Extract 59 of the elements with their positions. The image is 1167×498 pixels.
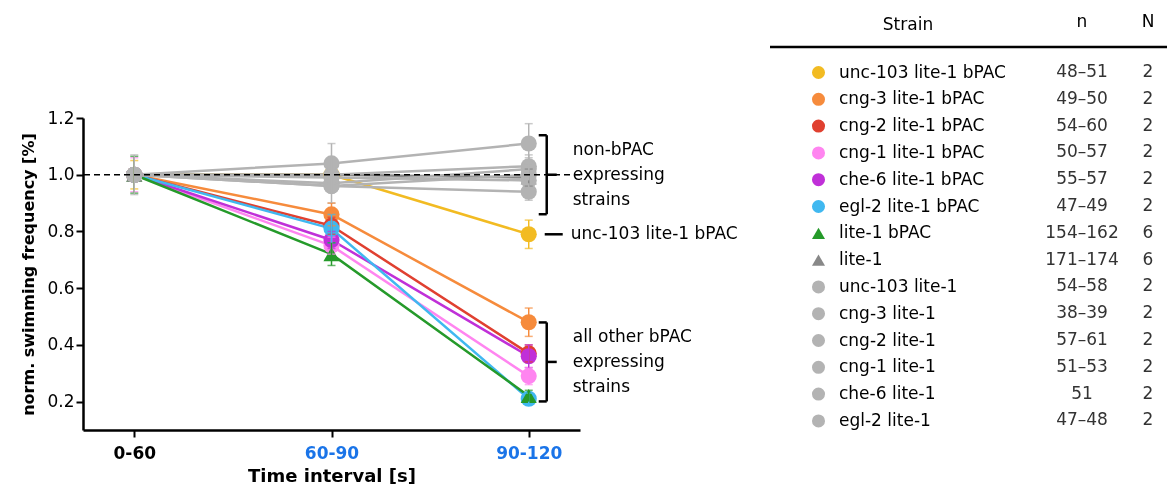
text: n: [1076, 11, 1088, 31]
legend-label: lite-1: [839, 249, 883, 270]
legend-label: egl-2 lite-1 bPAC: [839, 195, 980, 216]
text: 2: [1142, 195, 1154, 215]
text: 54–58: [1056, 275, 1108, 296]
text: 2: [1142, 87, 1154, 108]
legend-label: egl-2 lite-1: [839, 409, 931, 430]
text: 38–39: [1056, 302, 1108, 323]
x-tick-label: 0-60: [113, 442, 157, 463]
legend-title: Strain: [882, 14, 934, 34]
legend-label: lite-1 bPAC: [839, 222, 932, 243]
text: 2: [1142, 61, 1154, 81]
legend-label: cng-3 lite-1 bPAC: [839, 88, 985, 109]
text: 57–61: [1056, 329, 1108, 349]
text: 51–53: [1056, 355, 1108, 376]
legend-label: che-6 lite-1: [839, 383, 936, 404]
text: 55–57: [1056, 168, 1108, 189]
text: 51: [1071, 382, 1093, 403]
y-tick-label: 0.2: [47, 391, 75, 412]
legend-label: cng-1 lite-1: [839, 356, 936, 377]
text: 2: [1142, 355, 1154, 376]
text: 2: [1142, 302, 1154, 323]
annotation: unc-103 lite-1 bPAC: [570, 223, 738, 244]
annotation: non-bPAC expressing strains: [572, 138, 665, 209]
legend-label: cng-1 lite-1 bPAC: [839, 141, 985, 162]
text: N: [1141, 11, 1155, 31]
legend-label: cng-2 lite-1 bPAC: [839, 115, 985, 136]
y-axis-title: norm. swimming frequency [%]: [19, 133, 39, 416]
y-tick-label: 0.4: [47, 334, 75, 355]
legend-label: unc-103 lite-1 bPAC: [839, 61, 1006, 82]
legend-label: cng-2 lite-1: [839, 329, 936, 350]
text: 171–174: [1045, 248, 1119, 269]
text: 2: [1142, 409, 1154, 430]
legend-label: unc-103 lite-1: [839, 275, 958, 296]
legend-label: che-6 lite-1 bPAC: [839, 168, 985, 189]
text: 48–51: [1056, 61, 1108, 81]
text: 50–57: [1056, 141, 1108, 162]
text: 47–48: [1056, 409, 1108, 430]
text: 2: [1142, 329, 1154, 349]
text: 6: [1142, 248, 1154, 269]
y-tick-label: 1.2: [47, 107, 75, 128]
text: 49–50: [1056, 87, 1108, 108]
text: 154–162: [1045, 221, 1119, 242]
annotation: all other bPAC expressing strains: [572, 325, 692, 396]
text: 2: [1142, 275, 1154, 296]
legend-label: cng-3 lite-1: [839, 302, 936, 323]
text: 54–60: [1056, 114, 1108, 135]
y-tick-label: 0.8: [47, 220, 75, 241]
x-tick-label: 90-120: [496, 442, 563, 463]
text: 2: [1142, 141, 1154, 162]
text: 47–49: [1056, 195, 1108, 215]
x-tick-label: 60-90: [304, 442, 360, 463]
text: 6: [1142, 221, 1154, 242]
text: 2: [1142, 168, 1154, 189]
y-tick-label: 1.0: [47, 164, 75, 185]
text: 2: [1142, 114, 1154, 135]
y-tick-label: 0.6: [47, 277, 75, 298]
text: 2: [1142, 382, 1154, 403]
x-axis-title: Time interval [s]: [248, 464, 416, 486]
